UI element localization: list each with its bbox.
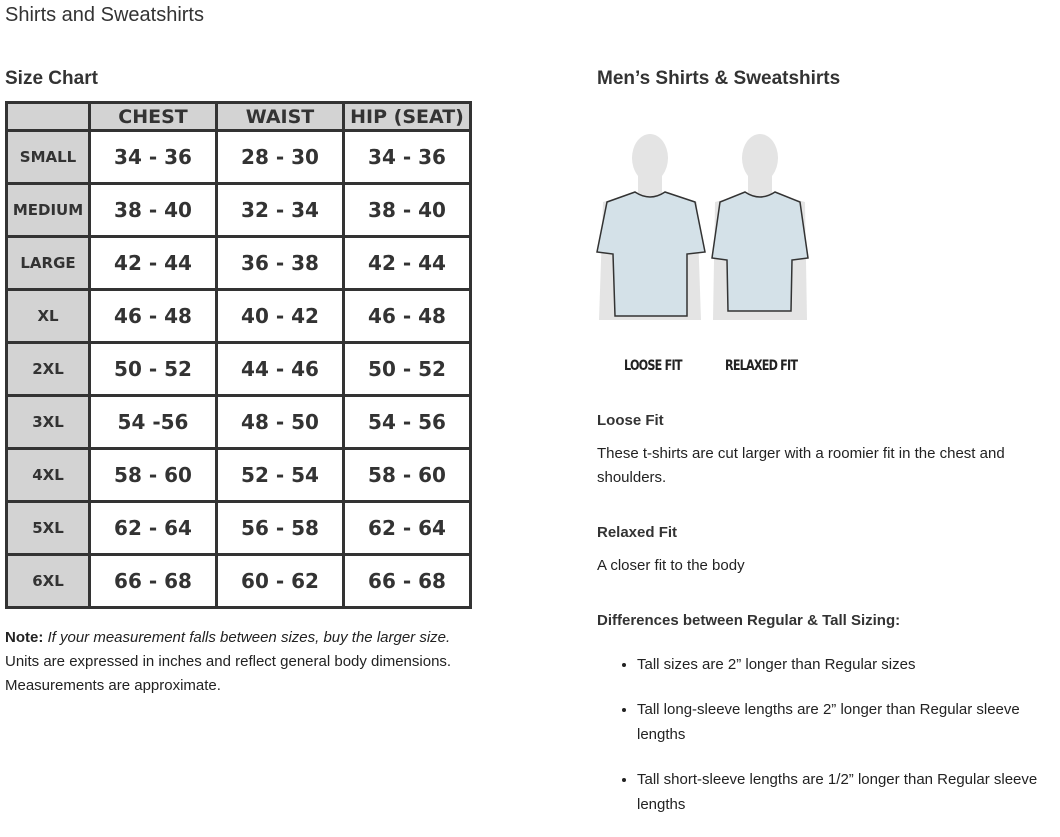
measurement-cell: 52 - 54 [215,447,345,503]
measurement-cell: 54 - 56 [342,394,472,450]
note-line2: Units are expressed in inches and reflec… [5,653,452,670]
measurement-cell: 38 - 40 [88,182,218,238]
measurement-cell: 62 - 64 [342,500,472,556]
measurement-cell: 56 - 58 [215,500,345,556]
size-note: Note: If your measurement falls between … [5,626,485,698]
measurement-cell: 66 - 68 [88,553,218,609]
measurement-cell: 54 -56 [88,394,218,450]
size-label: 6XL [5,553,91,609]
relaxed-fit-text: A closer fit to the body [597,557,745,574]
measurement-cell: 34 - 36 [88,129,218,185]
measurement-cell: 66 - 68 [342,553,472,609]
table-row: LARGE 42 - 44 36 - 38 42 - 44 [5,235,472,291]
page-title: Shirts and Sweatshirts [5,4,204,26]
measurement-cell: 48 - 50 [215,394,345,450]
column-header: CHEST [88,101,218,132]
tall-sizing-heading: Differences between Regular & Tall Sizin… [597,612,901,629]
measurement-cell: 36 - 38 [215,235,345,291]
relaxed-fit-heading: Relaxed Fit [597,524,678,541]
measurement-cell: 58 - 60 [342,447,472,503]
section-title: Men’s Shirts & Sweatshirts [597,68,841,89]
loose-fit-shirt [596,191,706,317]
column-header [5,101,91,132]
relaxed-fit-shirt [711,191,809,312]
loose-fit-text: These t-shirts are cut larger with a roo… [597,445,1005,486]
measurement-cell: 62 - 64 [88,500,218,556]
measurement-cell: 46 - 48 [88,288,218,344]
size-label: LARGE [5,235,91,291]
table-row: SMALL 34 - 36 28 - 30 34 - 36 [5,129,472,185]
table-row: MEDIUM 38 - 40 32 - 34 38 - 40 [5,182,472,238]
note-italic: If your measurement falls between sizes,… [43,629,451,646]
size-label: 2XL [5,341,91,397]
note-line3: Measurements are approximate. [5,677,221,694]
table-row: 6XL 66 - 68 60 - 62 66 - 68 [5,553,472,609]
size-label: 5XL [5,500,91,556]
measurement-cell: 50 - 52 [88,341,218,397]
size-chart-title: Size Chart [5,68,98,89]
loose-fit-heading: Loose Fit [597,412,664,429]
table-row: 2XL 50 - 52 44 - 46 50 - 52 [5,341,472,397]
size-label: SMALL [5,129,91,185]
measurement-cell: 40 - 42 [215,288,345,344]
measurement-cell: 38 - 40 [342,182,472,238]
measurement-cell: 28 - 30 [215,129,345,185]
measurement-cell: 42 - 44 [342,235,472,291]
column-header: WAIST [215,101,345,132]
list-item: Tall sizes are 2” longer than Regular si… [637,652,1057,677]
measurement-cell: 42 - 44 [88,235,218,291]
measurement-cell: 32 - 34 [215,182,345,238]
size-label: 3XL [5,394,91,450]
measurement-cell: 34 - 36 [342,129,472,185]
measurement-cell: 44 - 46 [215,341,345,397]
list-item: Tall short-sleeve lengths are 1/2” longe… [637,767,1057,817]
size-label: XL [5,288,91,344]
table-row: 4XL 58 - 60 52 - 54 58 - 60 [5,447,472,503]
loose-fit-label: LOOSE FIT [624,358,682,374]
table-row: XL 46 - 48 40 - 42 46 - 48 [5,288,472,344]
size-chart-table: CHEST WAIST HIP (SEAT) SMALL 34 - 36 28 - 30… [5,101,472,609]
fit-illustration [596,134,809,320]
measurement-cell: 58 - 60 [88,447,218,503]
measurement-cell: 60 - 62 [215,553,345,609]
measurement-cell: 50 - 52 [342,341,472,397]
size-label: MEDIUM [5,182,91,238]
table-row: 5XL 62 - 64 56 - 58 62 - 64 [5,500,472,556]
column-header: HIP (SEAT) [342,101,472,132]
size-label: 4XL [5,447,91,503]
relaxed-fit-label: RELAXED FIT [725,358,798,374]
measurement-cell: 46 - 48 [342,288,472,344]
note-label: Note: [5,629,44,646]
list-item: Tall long-sleeve lengths are 2” longer t… [637,697,1057,747]
table-row: 3XL 54 -56 48 - 50 54 - 56 [5,394,472,450]
tall-sizing-list: Tall sizes are 2” longer than Regular si… [597,652,1057,837]
